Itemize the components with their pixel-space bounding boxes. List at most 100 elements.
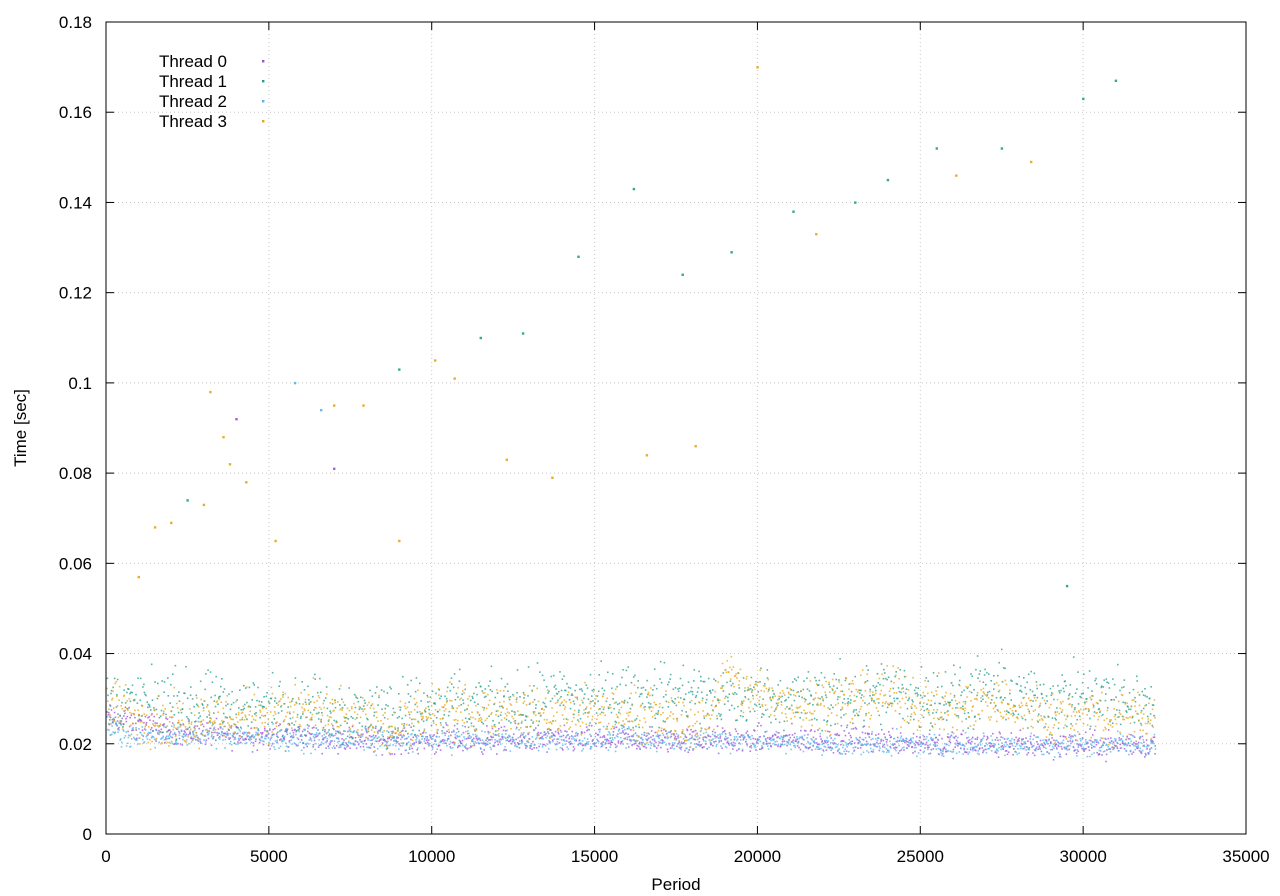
data-point [572,746,575,748]
data-point [245,738,247,741]
data-point [414,703,417,706]
data-point [262,740,264,742]
data-point [508,735,511,737]
data-point [482,743,485,745]
data-point [1086,742,1088,745]
data-point [1039,744,1042,746]
data-point [503,725,506,728]
data-point [434,739,437,741]
data-point [439,741,442,743]
data-point [1065,753,1068,755]
data-point [1053,739,1055,742]
data-point [129,700,132,703]
data-point [314,724,317,726]
data-point [137,719,139,722]
data-point [1098,749,1101,752]
data-point [781,740,784,743]
data-point [672,688,675,691]
data-point [419,711,421,713]
data-point [475,742,478,744]
data-point [934,702,936,705]
data-point [428,744,430,747]
data-point [1024,686,1026,689]
data-point [766,745,769,747]
data-point [585,706,588,708]
data-point [427,696,429,698]
data-point [426,737,429,740]
data-point [920,745,922,747]
data-point [420,700,422,702]
data-point [863,719,865,722]
data-point [1151,742,1153,745]
data-point [240,726,242,729]
data-point [662,696,665,698]
data-point [700,691,703,694]
data-point [438,694,440,696]
data-point [183,724,185,726]
data-point [861,694,863,696]
data-point [502,749,505,752]
data-point [630,729,632,731]
data-point [681,709,683,712]
data-point [291,700,293,703]
data-point [849,741,852,743]
data-point [436,748,438,750]
data-point [720,745,722,747]
data-point [913,746,916,749]
data-point [806,737,808,739]
data-point [893,697,895,700]
data-point [239,689,241,691]
data-point [942,749,944,752]
data-point [224,747,226,749]
data-point [566,694,569,696]
outlier-point [1114,79,1118,82]
data-point [223,735,226,737]
data-point [610,711,613,714]
data-point [556,711,558,714]
data-point [974,749,976,751]
data-point [593,744,596,746]
data-point [993,746,995,748]
data-point [1039,684,1042,686]
data-point [398,715,400,718]
data-point [1114,745,1117,748]
data-point [178,732,181,734]
data-point [646,696,648,698]
data-point [979,747,981,749]
data-point [853,709,855,711]
data-point [1084,731,1087,734]
data-point [543,718,546,721]
data-point [1024,718,1027,721]
data-point [292,711,295,713]
data-point [566,735,568,737]
data-point [928,733,931,736]
data-point [621,701,624,703]
data-point [872,748,875,751]
data-point [1079,743,1081,745]
data-point [690,690,692,693]
data-point [481,721,483,723]
data-point [397,736,400,739]
data-point [615,726,618,729]
data-point [290,736,292,738]
data-point [388,752,391,754]
data-point [728,744,731,746]
data-point [582,713,585,715]
data-point [911,741,914,743]
data-point [932,672,935,674]
data-point [872,694,874,696]
data-point [406,742,409,745]
data-point [1057,684,1059,687]
data-point [621,676,623,679]
data-point [711,689,714,691]
data-point [796,745,799,747]
data-point [959,743,962,746]
data-point [1063,690,1065,693]
data-point [629,738,631,741]
data-point [1002,667,1005,669]
data-point [924,743,926,746]
data-point [705,731,708,734]
data-point [430,704,433,707]
data-point [1119,747,1122,749]
data-point [598,674,600,676]
